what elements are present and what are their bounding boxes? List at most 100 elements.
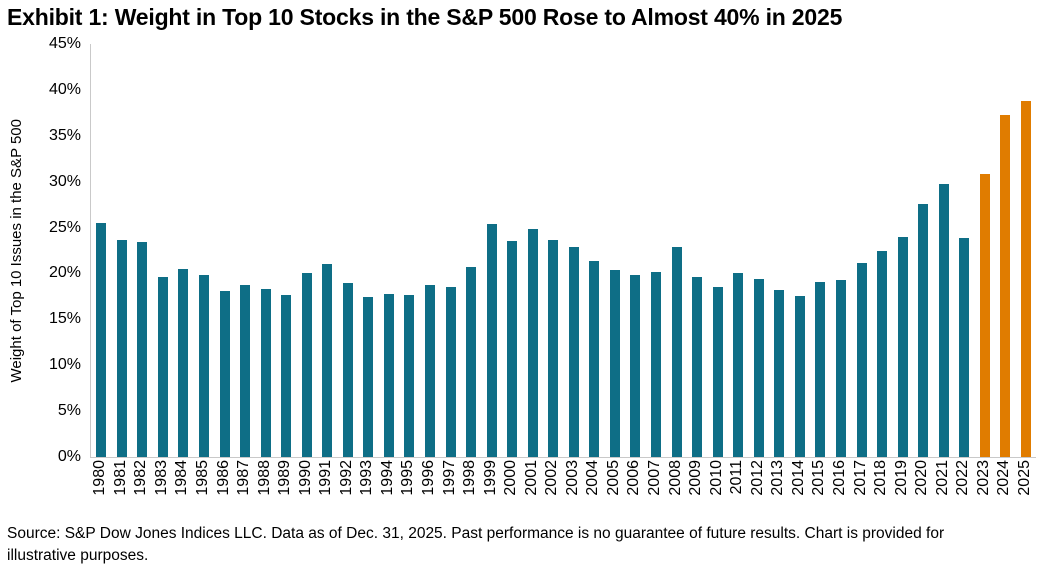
- bar-2008: [671, 246, 682, 457]
- bar-2022: [959, 237, 970, 457]
- y-tick-label: 0%: [57, 448, 81, 465]
- bar-2006: [630, 275, 641, 457]
- bar-slot: [831, 44, 852, 457]
- bar-2011: [733, 272, 744, 457]
- x-tick-label: 2018: [872, 460, 890, 496]
- x-tick-label: 1998: [461, 460, 479, 496]
- bar-slot: [214, 44, 235, 457]
- bar-slot: [502, 44, 523, 457]
- x-tick-label: 1992: [337, 460, 355, 496]
- x-tick-label: 1987: [235, 460, 253, 496]
- bar-2023: [979, 174, 990, 457]
- x-tick-label: 1994: [378, 460, 396, 496]
- x-tick-slot: 1994: [378, 460, 399, 516]
- bar-1988: [260, 289, 271, 457]
- x-tick-label: 2008: [666, 460, 684, 496]
- bar-slot: [276, 44, 297, 457]
- y-tick-label: 15%: [48, 310, 81, 328]
- bar-slot: [913, 44, 934, 457]
- x-tick-slot: 1983: [152, 460, 173, 516]
- bar-1997: [445, 287, 456, 457]
- x-tick-label: 1999: [481, 460, 499, 496]
- x-tick-label: 2000: [502, 460, 520, 496]
- x-tick-slot: 1982: [131, 460, 152, 516]
- x-tick-slot: 1988: [254, 460, 275, 516]
- bar-2007: [651, 271, 662, 457]
- x-tick-label: 1989: [276, 460, 294, 496]
- bar-1985: [199, 275, 209, 457]
- bar-slot: [707, 44, 728, 457]
- bar-slot: [296, 44, 317, 457]
- bar-slot: [379, 44, 400, 457]
- x-tick-label: 2016: [830, 460, 848, 496]
- x-tick-label: 2021: [933, 460, 951, 496]
- x-tick-label: 2004: [584, 460, 602, 496]
- bar-slot: [584, 44, 605, 457]
- bar-slot: [440, 44, 461, 457]
- bar-slot: [461, 44, 482, 457]
- bar-slot: [194, 44, 215, 457]
- x-tick-slot: 2008: [665, 460, 686, 516]
- bar-slot: [255, 44, 276, 457]
- bar-slot: [153, 44, 174, 457]
- x-tick-slot: 2010: [706, 460, 727, 516]
- bar-2010: [712, 287, 723, 457]
- x-tick-label: 2013: [769, 460, 787, 496]
- bar-1989: [281, 294, 292, 457]
- x-tick-label: 1980: [91, 460, 109, 496]
- bar-1987: [240, 285, 251, 457]
- x-tick-slot: 2014: [789, 460, 810, 516]
- x-tick-label: 2015: [810, 460, 828, 496]
- x-tick-slot: 2023: [974, 460, 995, 516]
- x-tick-label: 1984: [173, 460, 191, 496]
- bar-slot: [1016, 44, 1037, 457]
- x-tick-label: 2010: [707, 460, 725, 496]
- x-tick-label: 1988: [255, 460, 273, 496]
- bar-1982: [137, 242, 148, 457]
- bar-1994: [383, 293, 394, 457]
- x-tick-slot: 2011: [727, 460, 748, 516]
- bar-slot: [317, 44, 338, 457]
- y-tick-label: 25%: [48, 218, 81, 236]
- x-tick-label: 1997: [440, 460, 458, 496]
- x-tick-slot: 2022: [953, 460, 974, 516]
- x-tick-slot: 1981: [111, 460, 132, 516]
- x-tick-label: 1993: [358, 460, 376, 496]
- y-tick-label: 45%: [48, 35, 81, 52]
- x-tick-slot: 2024: [994, 460, 1015, 516]
- bar-slot: [358, 44, 379, 457]
- bar-slot: [892, 44, 913, 457]
- x-tick-slot: 2002: [542, 460, 563, 516]
- bar-1990: [301, 273, 312, 457]
- exhibit-title: Exhibit 1: Weight in Top 10 Stocks in th…: [7, 4, 843, 30]
- bar-2017: [856, 263, 867, 457]
- x-tick-label: 1986: [214, 460, 232, 496]
- x-tick-label: 2011: [728, 460, 746, 495]
- bar-slot: [646, 44, 667, 457]
- bar-slot: [91, 44, 112, 457]
- x-tick-slot: 2004: [583, 460, 604, 516]
- x-tick-slot: 2013: [768, 460, 789, 516]
- bar-slot: [749, 44, 770, 457]
- bar-slot: [954, 44, 975, 457]
- bar-2018: [877, 251, 888, 457]
- bar-slot: [666, 44, 687, 457]
- bar-1996: [425, 285, 436, 457]
- y-tick-label: 40%: [48, 80, 81, 98]
- bar-1998: [466, 267, 477, 457]
- bar-slot: [625, 44, 646, 457]
- bar-2025: [1020, 100, 1031, 457]
- bar-slot: [173, 44, 194, 457]
- y-tick-label: 5%: [57, 402, 81, 420]
- x-tick-label: 2002: [543, 460, 561, 496]
- bar-slot: [420, 44, 441, 457]
- bar-2001: [527, 229, 538, 457]
- x-tick-label: 2009: [687, 460, 705, 496]
- x-axis-labels: 1980 1981 1982 1983 1984 1985 1986 1987 1988 1989…: [90, 460, 1035, 516]
- bar-2013: [774, 289, 785, 457]
- x-tick-label: 2014: [789, 460, 807, 496]
- bar-slot: [790, 44, 811, 457]
- x-tick-label: 2022: [954, 460, 972, 496]
- bar-slot: [399, 44, 420, 457]
